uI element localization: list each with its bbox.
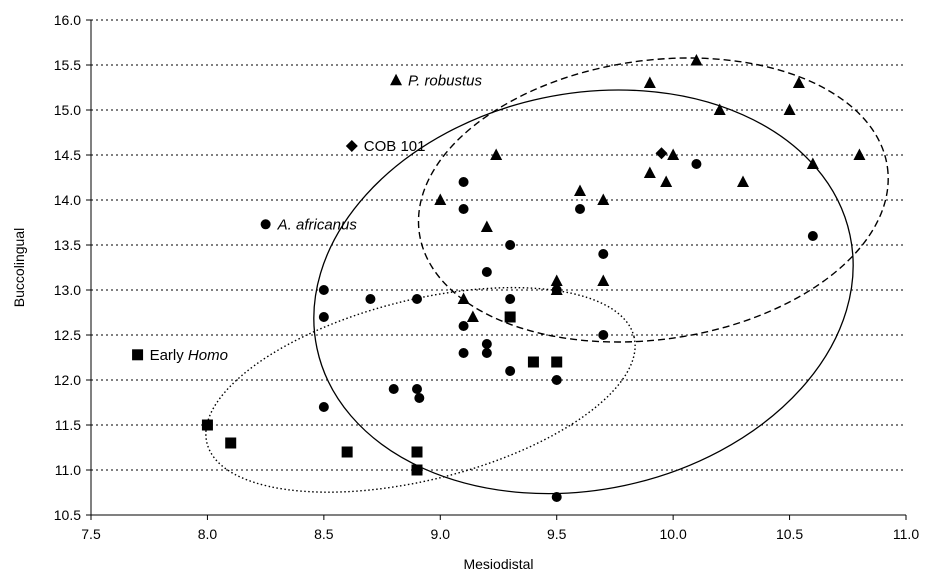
legend-label-italic: P. robustus (408, 72, 482, 89)
point-triangle (783, 103, 796, 115)
x-tick-label: 9.5 (547, 526, 567, 542)
y-tick-label: 11.5 (55, 417, 81, 433)
point-circle (575, 204, 585, 214)
point-circle (388, 384, 399, 394)
point-circle (481, 267, 492, 277)
y-tick-label: 15.5 (54, 57, 81, 73)
y-tick-label: 10.5 (54, 507, 81, 523)
y-tick-label: 15.0 (54, 102, 81, 118)
point-circle (458, 177, 469, 187)
legend-label-plain: COB 101 (364, 138, 426, 155)
point-circle (318, 285, 329, 295)
point-triangle (667, 148, 680, 160)
point-triangle (574, 184, 586, 196)
point-triangle (597, 193, 610, 205)
point-circle (551, 285, 562, 295)
point-circle (505, 366, 516, 376)
point-triangle (792, 76, 805, 88)
y-tick-label: 13.5 (54, 237, 81, 253)
point-triangle (660, 175, 673, 187)
range-ellipse-2 (205, 286, 636, 493)
point-triangle (434, 193, 447, 205)
y-tick-label: 14.0 (54, 192, 81, 208)
x-tick-label: 7.5 (81, 526, 101, 542)
point-triangle (643, 76, 656, 88)
range-ellipses (205, 57, 889, 495)
point-square (527, 356, 539, 368)
axes: 10.5 11.0 11.5 12.0 12.5 13.0 13.5 14.0 14.5 15.0… (54, 12, 920, 542)
legend-marker-circle (260, 219, 271, 230)
point-square (225, 437, 237, 449)
point-diamond (655, 147, 668, 160)
point-triangle (597, 274, 610, 286)
y-tick-label: 11.0 (55, 462, 81, 478)
point-square (341, 446, 353, 458)
point-triangle (457, 292, 470, 304)
legend: P. robustus COB 101 A. africanus Early Homo (132, 72, 482, 364)
legend-label-italic: Homo (188, 347, 228, 364)
point-circle (318, 312, 329, 322)
point-square (551, 356, 563, 368)
y-tick-label: 12.5 (54, 327, 81, 343)
point-triangle (490, 148, 503, 160)
legend-label-plain: Early (150, 347, 188, 364)
point-circle (691, 159, 702, 169)
point-circle (414, 393, 425, 403)
point-circle (807, 231, 818, 241)
x-tick-label: 9.0 (431, 526, 451, 542)
legend-marker-diamond (345, 140, 358, 152)
legend-marker-triangle (390, 73, 403, 86)
point-circle (412, 384, 422, 394)
point-circle (318, 402, 329, 412)
point-circle (365, 294, 376, 304)
point-circle (598, 249, 609, 259)
legend-label-italic: A. africanus (277, 216, 358, 233)
legend-label: Early Homo (150, 347, 228, 364)
x-tick-label: 8.0 (198, 526, 218, 542)
legend-label: P. robustus (408, 72, 482, 89)
point-triangle (643, 166, 656, 178)
legend-marker-square (132, 349, 144, 361)
point-circle (505, 294, 516, 304)
point-triangle (737, 175, 749, 187)
legend-label: A. africanus (277, 216, 358, 233)
point-square (411, 446, 423, 458)
y-tick-label: 12.0 (54, 372, 81, 388)
point-circle (551, 492, 562, 502)
x-tick-label: 8.5 (314, 526, 334, 542)
point-triangle (853, 148, 866, 160)
point-circle (551, 375, 562, 385)
x-tick-label: 11.0 (893, 526, 919, 542)
point-circle (458, 321, 469, 331)
x-tick-label: 10.5 (776, 526, 803, 542)
y-axis-title: Buccolingual (11, 228, 27, 307)
range-ellipse-1 (313, 89, 854, 495)
point-triangle (690, 54, 703, 66)
point-circle (412, 294, 422, 304)
point-circle (458, 204, 469, 214)
point-triangle (806, 157, 819, 169)
point-triangle (480, 220, 493, 232)
point-circle (481, 339, 492, 349)
gridlines (91, 19, 906, 471)
y-tick-label: 16.0 (54, 12, 81, 28)
point-triangle (713, 103, 726, 115)
point-triangle (466, 310, 479, 322)
point-triangle (550, 274, 563, 286)
point-square (504, 311, 516, 323)
x-axis-title: Mesiodistal (463, 556, 533, 572)
data-points (201, 54, 866, 502)
point-square (201, 419, 213, 431)
point-circle (598, 330, 609, 340)
x-tick-label: 10.0 (660, 526, 687, 542)
legend-label: COB 101 (364, 138, 426, 155)
y-tick-label: 13.0 (54, 282, 81, 298)
point-circle (481, 348, 492, 358)
point-circle (505, 240, 516, 250)
y-tick-label: 14.5 (54, 147, 81, 163)
point-square (411, 464, 423, 476)
point-circle (458, 348, 469, 358)
range-ellipse-0 (417, 57, 889, 343)
